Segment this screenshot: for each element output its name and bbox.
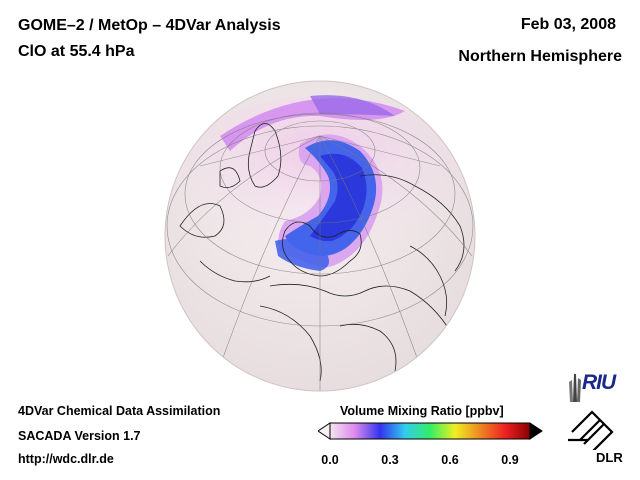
colorbar-tick-label: 0.9 (501, 453, 519, 467)
colorbar-high-arrow (529, 422, 543, 440)
clo-arc-core (310, 95, 395, 116)
footer-url[interactable]: http://wdc.dlr.de (18, 452, 114, 466)
map-subtitle: ClO at 55.4 hPa (18, 43, 135, 60)
dlr-logo-text: DLR (596, 450, 623, 465)
map-title: GOME–2 / MetOp – 4DVar Analysis (18, 17, 281, 34)
globe-rim (164, 80, 476, 392)
colorbar-title: Volume Mixing Ratio [ppbv] (340, 404, 504, 418)
globe-map (164, 80, 476, 392)
footer-line2: SACADA Version 1.7 (18, 429, 141, 443)
hemisphere-label: Northern Hemisphere (458, 48, 622, 65)
colorbar-tick-label: 0.3 (381, 453, 399, 467)
dlr-logo-icon (568, 410, 614, 450)
colorbar-tick-label: 0.6 (441, 453, 459, 467)
colorbar-tick-label: 0.0 (321, 453, 339, 467)
footer-line1: 4DVar Chemical Data Assimilation (18, 404, 221, 418)
analysis-date: Feb 03, 2008 (520, 16, 616, 33)
riu-figure-icon (569, 374, 581, 402)
colorbar-low-arrow (318, 422, 331, 440)
colorbar-ramp (329, 422, 531, 440)
vortex-tongue (275, 238, 329, 271)
riu-logo-text: RIU (582, 371, 616, 394)
graticule (166, 112, 474, 391)
coastlines (179, 123, 465, 382)
colorbar (318, 422, 543, 440)
